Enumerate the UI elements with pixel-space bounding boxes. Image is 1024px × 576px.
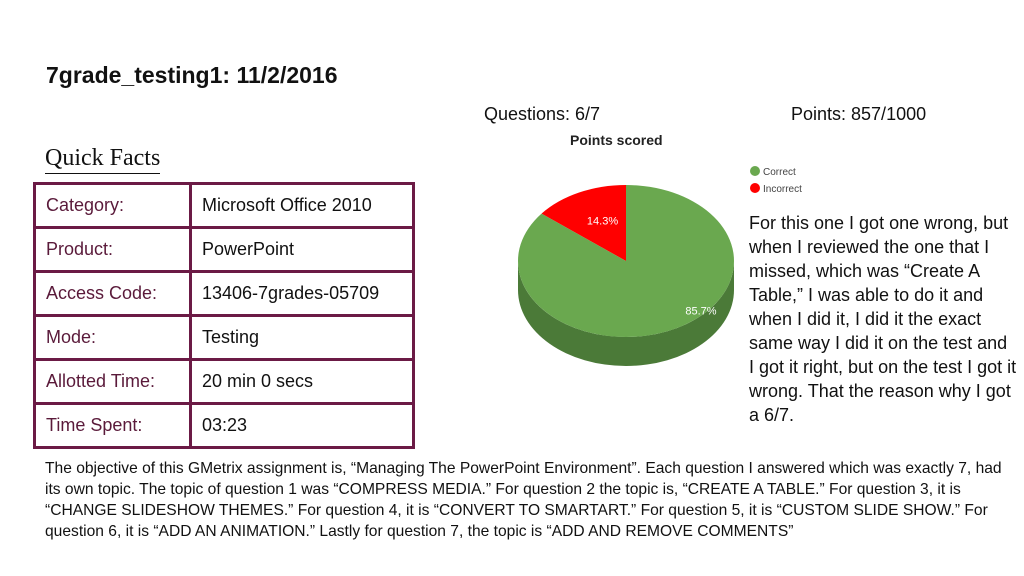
fact-value: 13406-7grades-05709 [189, 270, 415, 317]
page-title: 7grade_testing1: 11/2/2016 [46, 62, 338, 88]
fact-label: Category: [33, 182, 192, 229]
quick-facts-table: Category: Microsoft Office 2010 Product:… [33, 182, 415, 449]
pie-data-label: 14.3% [587, 216, 618, 228]
quick-facts-heading: Quick Facts [45, 143, 161, 174]
pie-slice-incorrect [541, 185, 626, 261]
legend-label-correct: Correct [763, 167, 796, 178]
pie-slices [518, 185, 734, 337]
legend-label-incorrect: Incorrect [763, 184, 802, 195]
table-row: Access Code: 13406-7grades-05709 [33, 270, 415, 317]
table-row: Time Spent: 03:23 [33, 402, 415, 449]
pie-slice-correct [518, 185, 734, 337]
pie-data-label: 85.7% [685, 306, 716, 318]
pie-side-wall [518, 261, 734, 366]
fact-value: 20 min 0 secs [189, 358, 415, 405]
questions-score: Questions: 6/7 [484, 104, 601, 124]
table-row: Category: Microsoft Office 2010 [33, 182, 415, 229]
fact-value: Microsoft Office 2010 [189, 182, 415, 229]
points-pie-chart: Points scored 14.3% 85.7% Correct Incorrec… [518, 132, 802, 366]
chart-legend: Correct Incorrect [750, 166, 802, 195]
fact-label: Product: [33, 226, 192, 273]
table-row: Allotted Time: 20 min 0 secs [33, 358, 415, 405]
fact-label: Access Code: [33, 270, 192, 317]
fact-value: Testing [189, 314, 415, 361]
explanation-note: For this one I got one wrong, but when I… [749, 213, 1017, 425]
table-row: Mode: Testing [33, 314, 415, 361]
chart-title: Points scored [570, 132, 663, 148]
fact-label: Allotted Time: [33, 358, 192, 405]
fact-label: Mode: [33, 314, 192, 361]
fact-label: Time Spent: [33, 402, 192, 449]
pie-labels: 14.3% 85.7% [587, 216, 717, 318]
pie-depth [518, 261, 734, 366]
objective-paragraph: The objective of this GMetrix assignment… [45, 460, 1002, 540]
legend-marker-correct [750, 166, 760, 176]
fact-value: PowerPoint [189, 226, 415, 273]
table-row: Product: PowerPoint [33, 226, 415, 273]
legend-marker-incorrect [750, 183, 760, 193]
points-score: Points: 857/1000 [791, 104, 927, 124]
fact-value: 03:23 [189, 402, 415, 449]
